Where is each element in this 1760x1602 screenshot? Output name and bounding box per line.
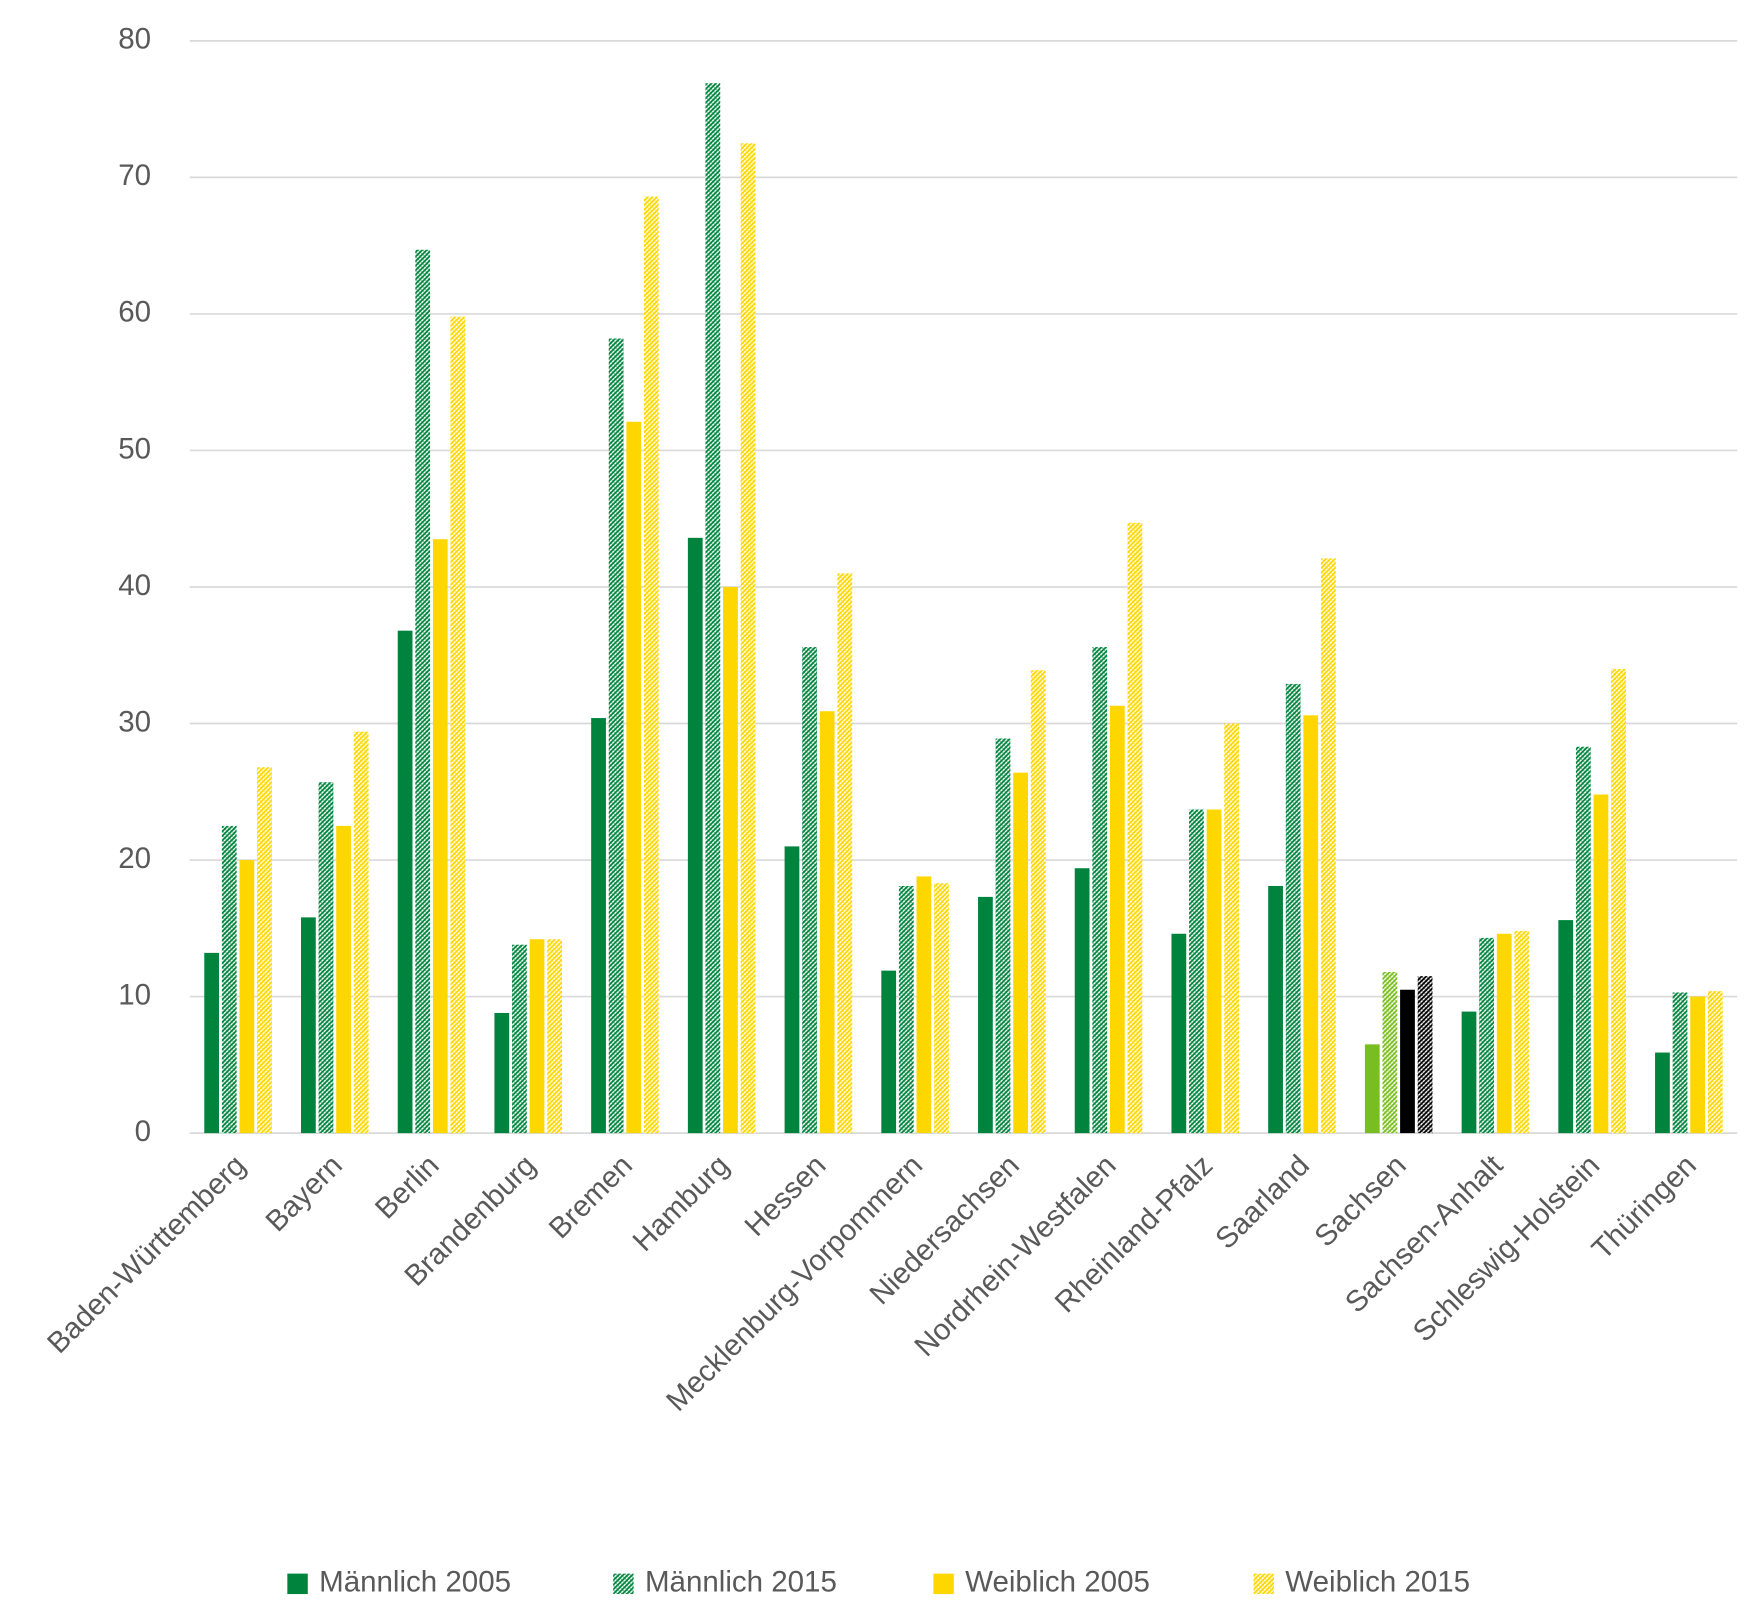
bar bbox=[221, 825, 237, 1134]
bar bbox=[257, 767, 272, 1134]
bar bbox=[1206, 809, 1222, 1134]
bar bbox=[1593, 794, 1609, 1134]
bar bbox=[1707, 991, 1723, 1134]
bar bbox=[802, 647, 817, 1134]
y-tick-label: 10 bbox=[118, 978, 151, 1011]
x-tick-label: Berlin bbox=[369, 1149, 446, 1226]
bar bbox=[1382, 971, 1398, 1134]
x-tick-label: Hessen bbox=[738, 1149, 832, 1243]
bar bbox=[204, 952, 220, 1134]
bar bbox=[995, 738, 1011, 1134]
legend-swatch bbox=[1253, 1573, 1274, 1595]
bar bbox=[1558, 920, 1574, 1134]
x-tick-label: Baden-Württemberg bbox=[41, 1149, 252, 1360]
bar bbox=[1364, 1044, 1380, 1134]
bar bbox=[705, 83, 721, 1134]
x-tick-label: Hamburg bbox=[627, 1149, 736, 1258]
y-tick-label: 20 bbox=[118, 842, 151, 875]
bar bbox=[300, 917, 316, 1134]
x-tick-label: Saarland bbox=[1209, 1149, 1316, 1256]
bar bbox=[547, 939, 562, 1134]
bar bbox=[1268, 885, 1283, 1134]
bar bbox=[1092, 647, 1108, 1134]
x-tick-label: Thüringen bbox=[1586, 1149, 1703, 1266]
bar bbox=[723, 586, 738, 1134]
y-tick-label: 50 bbox=[118, 432, 151, 465]
bar bbox=[318, 782, 334, 1134]
x-tick-label: Bayern bbox=[259, 1149, 348, 1238]
y-tick-label: 30 bbox=[118, 705, 151, 738]
bar bbox=[934, 883, 949, 1134]
bar bbox=[353, 731, 369, 1134]
bar bbox=[626, 421, 642, 1134]
bar bbox=[740, 143, 756, 1134]
bar bbox=[415, 249, 431, 1134]
bar bbox=[819, 711, 835, 1134]
bar bbox=[1320, 558, 1336, 1134]
bar bbox=[1224, 723, 1240, 1134]
bar bbox=[336, 825, 351, 1134]
bar bbox=[1417, 976, 1433, 1134]
bar bbox=[1496, 933, 1512, 1134]
bar bbox=[608, 338, 624, 1134]
bar bbox=[1400, 989, 1415, 1134]
bar bbox=[1127, 522, 1143, 1134]
bar bbox=[1655, 1052, 1670, 1134]
x-tick-label: Bremen bbox=[543, 1149, 639, 1245]
bar bbox=[512, 944, 527, 1134]
bar bbox=[837, 573, 853, 1134]
y-tick-label: 40 bbox=[118, 569, 151, 602]
bar bbox=[916, 876, 932, 1134]
bar bbox=[1030, 670, 1046, 1134]
bar bbox=[881, 970, 897, 1134]
bar bbox=[529, 939, 545, 1134]
bar bbox=[1074, 868, 1090, 1134]
bar bbox=[1171, 933, 1187, 1134]
legend-label: Weiblich 2005 bbox=[965, 1566, 1150, 1599]
bar bbox=[1109, 705, 1125, 1134]
bar bbox=[397, 630, 413, 1134]
bar bbox=[450, 316, 466, 1134]
bar bbox=[1479, 937, 1494, 1134]
y-tick-label: 70 bbox=[118, 159, 151, 192]
bar bbox=[432, 539, 448, 1134]
legend-label: Männlich 2005 bbox=[319, 1566, 511, 1599]
legend-label: Weiblich 2015 bbox=[1285, 1566, 1470, 1599]
x-tick-label: Schleswig-Holstein bbox=[1407, 1149, 1607, 1349]
bar bbox=[1672, 992, 1688, 1134]
bar bbox=[898, 885, 914, 1134]
bar bbox=[1461, 1011, 1477, 1134]
bar bbox=[687, 537, 703, 1134]
legend-swatch bbox=[287, 1573, 308, 1595]
bar bbox=[784, 846, 800, 1134]
bar bbox=[1285, 683, 1301, 1134]
bar bbox=[643, 196, 659, 1134]
bar bbox=[1575, 746, 1591, 1134]
bar bbox=[978, 896, 993, 1134]
y-tick-label: 60 bbox=[118, 296, 151, 329]
bar bbox=[1303, 715, 1319, 1134]
bar bbox=[1611, 668, 1626, 1134]
bar bbox=[1690, 996, 1706, 1134]
bar bbox=[1013, 772, 1028, 1134]
legend-swatch bbox=[933, 1573, 954, 1595]
bar bbox=[239, 860, 255, 1134]
bar bbox=[494, 1012, 510, 1134]
legend-swatch bbox=[613, 1573, 634, 1595]
bar bbox=[1514, 931, 1530, 1134]
y-tick-label: 0 bbox=[135, 1115, 151, 1148]
bar bbox=[1189, 809, 1204, 1134]
bar bbox=[591, 718, 606, 1134]
y-tick-label: 80 bbox=[118, 23, 151, 56]
legend-label: Männlich 2015 bbox=[645, 1566, 837, 1599]
